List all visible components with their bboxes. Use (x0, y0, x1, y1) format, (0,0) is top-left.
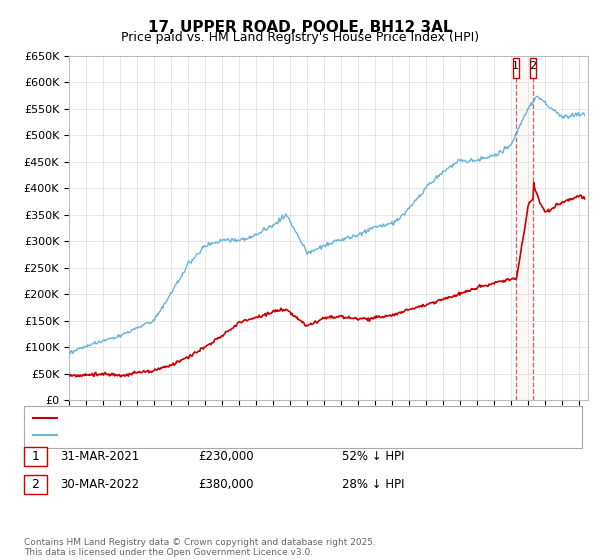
Text: HPI: Average price, detached house, Bournemouth Christchurch and Poole: HPI: Average price, detached house, Bour… (63, 430, 478, 440)
Text: 1: 1 (512, 62, 519, 71)
Bar (530, 58, 536, 78)
Text: 2: 2 (31, 478, 40, 491)
Text: £380,000: £380,000 (198, 478, 254, 491)
Bar (515, 56, 533, 400)
Text: £230,000: £230,000 (198, 450, 254, 463)
Text: 30-MAR-2022: 30-MAR-2022 (60, 478, 139, 491)
Text: 17, UPPER ROAD, POOLE, BH12 3AL (detached house): 17, UPPER ROAD, POOLE, BH12 3AL (detache… (63, 413, 364, 423)
Text: Contains HM Land Registry data © Crown copyright and database right 2025.
This d: Contains HM Land Registry data © Crown c… (24, 538, 376, 557)
Bar (513, 58, 518, 78)
Text: 1: 1 (31, 450, 40, 463)
Text: 52% ↓ HPI: 52% ↓ HPI (342, 450, 404, 463)
Text: 31-MAR-2021: 31-MAR-2021 (60, 450, 139, 463)
Text: 17, UPPER ROAD, POOLE, BH12 3AL: 17, UPPER ROAD, POOLE, BH12 3AL (148, 20, 452, 35)
Text: 2: 2 (529, 62, 536, 71)
Text: 28% ↓ HPI: 28% ↓ HPI (342, 478, 404, 491)
Text: Price paid vs. HM Land Registry's House Price Index (HPI): Price paid vs. HM Land Registry's House … (121, 31, 479, 44)
